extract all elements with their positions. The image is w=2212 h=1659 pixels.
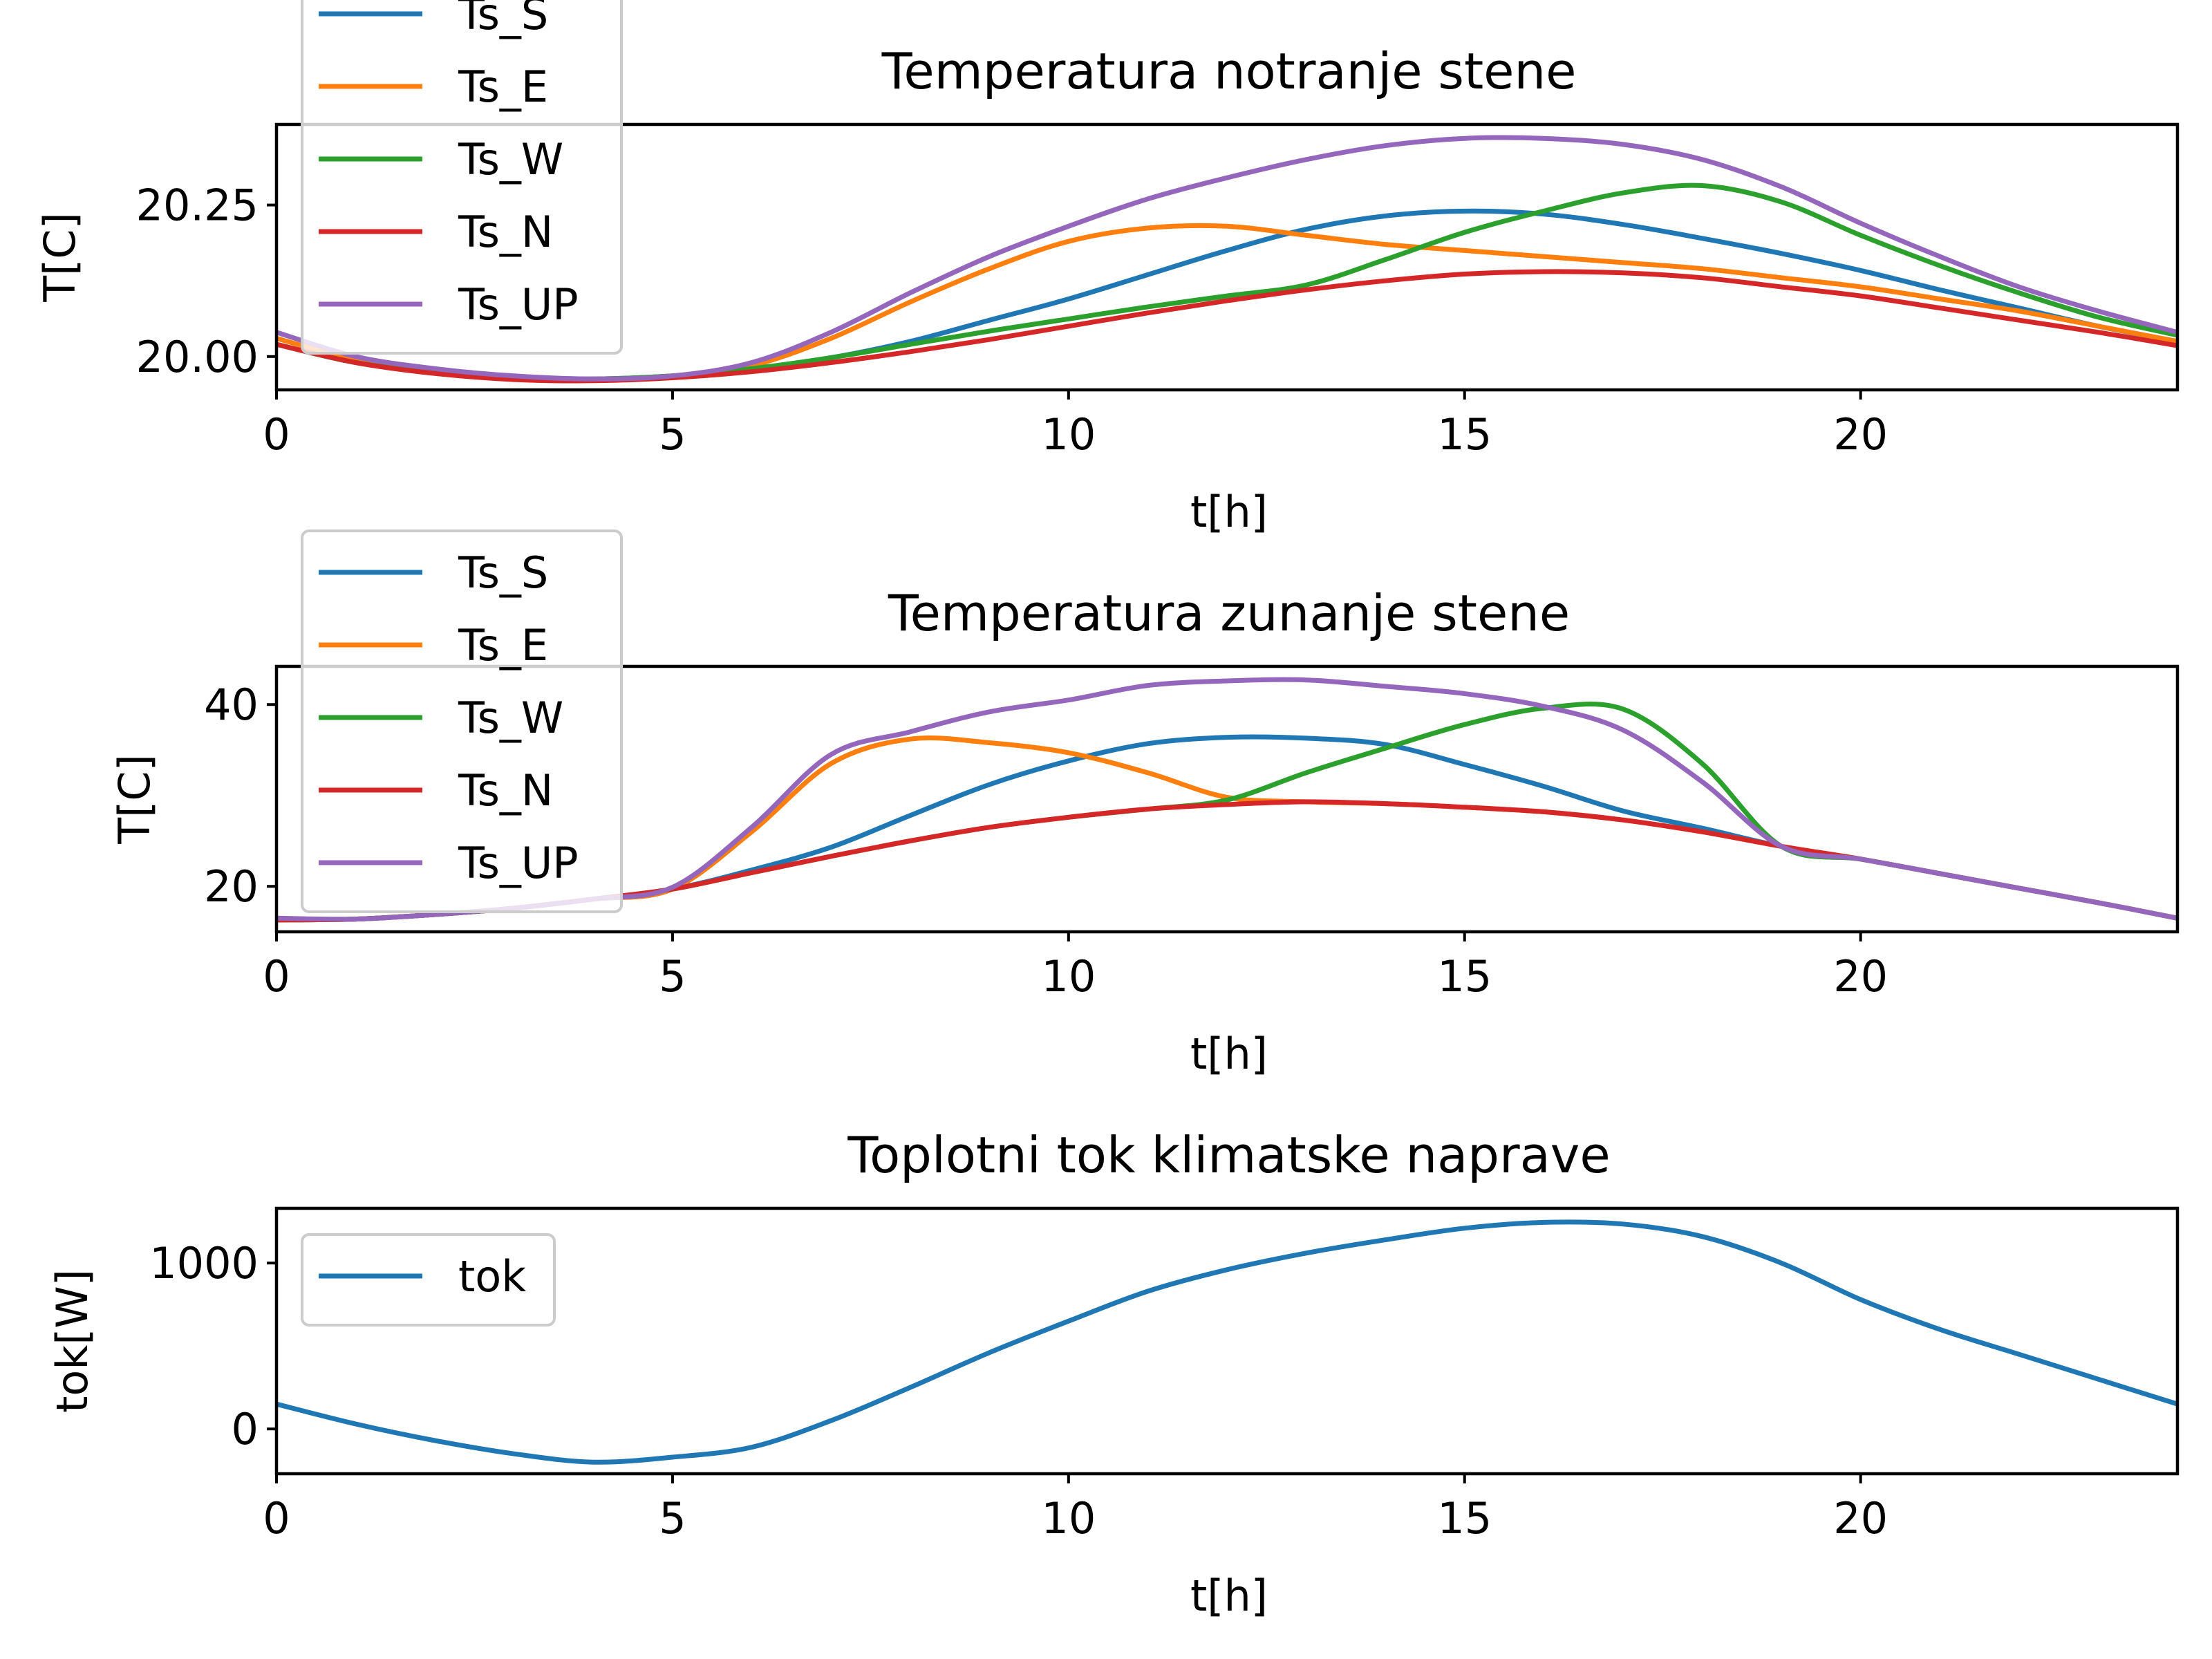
chart-title: Temperatura notranje stene bbox=[881, 42, 1577, 100]
plot-frame bbox=[274, 122, 2180, 392]
x-tick-label: 0 bbox=[263, 409, 290, 460]
chart-title: Temperatura zunanje stene bbox=[888, 584, 1570, 642]
y-axis-label: T[C] bbox=[35, 212, 85, 303]
plot-frame bbox=[274, 664, 2180, 934]
x-tick-label: 10 bbox=[1041, 1493, 1096, 1544]
x-tick-label: 0 bbox=[263, 951, 290, 1002]
series-line-tok bbox=[276, 1219, 2177, 1465]
inner-wall-temperature-panel: Temperatura notranje stene t[h] T[C] 0 5 1… bbox=[35, 0, 2180, 537]
y-tick-label: 20.25 bbox=[136, 180, 259, 231]
legend: tok bbox=[301, 1233, 556, 1327]
y-tick-label: 0 bbox=[232, 1404, 259, 1454]
legend-label: Ts_S bbox=[458, 547, 548, 598]
x-tick-label: 5 bbox=[659, 1493, 686, 1544]
x-tick-label: 0 bbox=[263, 1493, 290, 1544]
legend-box bbox=[301, 529, 623, 913]
legend-label: tok bbox=[458, 1251, 526, 1302]
series-lines bbox=[276, 135, 2177, 384]
y-tick-label: 40 bbox=[204, 679, 259, 730]
legend-box bbox=[301, 1233, 556, 1327]
x-tick-label: 15 bbox=[1437, 409, 1492, 460]
x-tick-label: 10 bbox=[1041, 951, 1096, 1002]
legend: Ts_S Ts_E Ts_W Ts_N Ts_UP bbox=[301, 529, 623, 913]
legend-label: Ts_W bbox=[458, 693, 563, 743]
x-tick-label: 20 bbox=[1833, 1493, 1888, 1544]
plot-frame bbox=[274, 1206, 2180, 1476]
x-axis-label: t[h] bbox=[1190, 1029, 1268, 1079]
x-tick-label: 5 bbox=[659, 951, 686, 1002]
legend-label: Ts_E bbox=[458, 620, 548, 671]
chart-title: Toplotni tok klimatske naprave bbox=[847, 1126, 1610, 1184]
legend-label: Ts_S bbox=[458, 0, 548, 39]
legend: Ts_S Ts_E Ts_W Ts_N Ts_UP bbox=[301, 0, 623, 355]
y-tick-label: 20.00 bbox=[136, 332, 259, 382]
x-tick-label: 20 bbox=[1833, 409, 1888, 460]
legend-label: Ts_W bbox=[458, 134, 563, 185]
legend-label: Ts_UP bbox=[458, 838, 579, 888]
y-axis-label: tok[W] bbox=[47, 1269, 97, 1413]
x-axis-label: t[h] bbox=[1190, 487, 1268, 537]
legend-label: Ts_E bbox=[458, 62, 548, 112]
x-tick-label: 5 bbox=[659, 409, 686, 460]
series-lines bbox=[276, 1219, 2177, 1465]
x-tick-label: 20 bbox=[1833, 951, 1888, 1002]
x-tick-label: 15 bbox=[1437, 1493, 1492, 1544]
y-axis-label: T[C] bbox=[109, 754, 160, 845]
outer-wall-temperature-panel: Temperatura zunanje stene t[h] T[C] 0 5 10… bbox=[109, 529, 2180, 1079]
y-tick-label: 1000 bbox=[149, 1238, 259, 1288]
legend-label: Ts_N bbox=[458, 765, 553, 816]
legend-label: Ts_UP bbox=[458, 279, 579, 330]
series-line-ts-up bbox=[276, 135, 2177, 382]
legend-label: Ts_N bbox=[458, 207, 553, 257]
x-tick-label: 10 bbox=[1041, 409, 1096, 460]
heat-flow-panel: Toplotni tok klimatske naprave t[h] tok[… bbox=[47, 1126, 2180, 1621]
x-axis-label: t[h] bbox=[1190, 1571, 1268, 1621]
y-tick-label: 20 bbox=[204, 861, 259, 912]
x-tick-label: 15 bbox=[1437, 951, 1492, 1002]
